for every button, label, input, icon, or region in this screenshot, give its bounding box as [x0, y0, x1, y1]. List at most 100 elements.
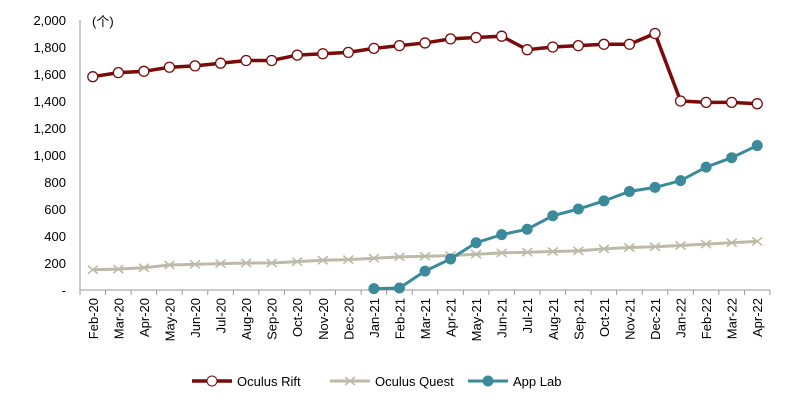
y-tick-label: 200	[44, 256, 66, 271]
legend-marker	[344, 376, 356, 386]
legend-marker	[206, 375, 218, 387]
data-point	[342, 46, 354, 59]
data-point	[240, 54, 252, 67]
data-point	[649, 181, 661, 193]
x-tick-label: Feb-21	[392, 298, 407, 339]
legend-label: App Lab	[513, 374, 561, 389]
y-tick-label: 1,200	[33, 121, 66, 136]
data-point	[470, 31, 482, 44]
data-point	[112, 67, 124, 79]
data-point	[623, 185, 635, 197]
y-tick-label: 1,800	[33, 40, 66, 55]
data-point	[317, 48, 329, 60]
data-point	[470, 249, 482, 259]
data-point	[87, 71, 99, 83]
data-point	[291, 49, 303, 61]
y-tick-label: 1,400	[33, 94, 66, 109]
data-point	[700, 239, 712, 249]
data-point	[521, 44, 533, 56]
y-tick-label: 1,000	[33, 148, 66, 163]
data-point	[393, 252, 405, 262]
x-tick-label: Apr-20	[137, 298, 152, 337]
data-point	[444, 33, 457, 45]
data-point	[521, 223, 533, 235]
x-tick-label: Oct-20	[290, 298, 305, 337]
data-point	[291, 257, 303, 267]
x-tick-label: Dec-21	[648, 298, 663, 340]
data-point	[649, 242, 661, 252]
unit-label: (个)	[92, 14, 114, 29]
data-point	[240, 258, 252, 268]
x-tick-label: Nov-20	[316, 298, 331, 340]
data-point	[598, 244, 610, 254]
data-point	[112, 264, 124, 274]
series-line-app-lab	[373, 144, 758, 291]
x-tick-label: Aug-21	[546, 298, 561, 340]
data-point	[470, 237, 482, 249]
x-tick-label: Jan-22	[674, 298, 689, 338]
data-point	[393, 40, 406, 52]
data-point	[419, 37, 431, 49]
x-tick-label: Oct-21	[597, 298, 612, 337]
x-tick-label: Mar-20	[111, 298, 126, 339]
y-tick-label: 2,000	[33, 13, 66, 28]
x-tick-label: May-20	[162, 298, 177, 341]
x-tick-label: Nov-21	[622, 298, 637, 340]
data-point	[700, 96, 712, 108]
data-point	[751, 98, 763, 110]
x-tick-label: Feb-20	[86, 298, 101, 339]
x-tick-label: Jan-21	[367, 298, 382, 338]
data-point	[547, 246, 559, 257]
data-point	[214, 57, 227, 69]
data-point	[649, 27, 661, 40]
data-point	[189, 259, 201, 269]
legend-label: Oculus Rift	[237, 374, 301, 389]
legend-marker	[482, 375, 494, 387]
x-tick-label: Aug-20	[239, 298, 254, 340]
data-point	[572, 246, 584, 256]
data-point	[189, 60, 201, 72]
x-tick-label: Apr-21	[444, 298, 459, 337]
x-tick-label: Mar-21	[418, 298, 433, 339]
data-point	[393, 282, 405, 294]
data-point	[445, 253, 457, 265]
data-point	[496, 248, 508, 258]
x-tick-label: Sep-20	[265, 298, 280, 340]
x-tick-label: Jul-20	[214, 298, 229, 333]
x-tick-label: Jul-21	[520, 298, 535, 333]
data-point	[342, 255, 354, 265]
y-tick-label: -	[62, 283, 66, 298]
data-point	[572, 203, 584, 215]
y-tick-label: 400	[44, 229, 66, 244]
data-point	[138, 65, 150, 77]
x-tick-label: Apr-22	[750, 298, 765, 337]
data-point	[419, 265, 431, 277]
data-point	[368, 253, 380, 263]
data-point	[726, 152, 738, 164]
data-point	[163, 61, 176, 73]
data-point	[675, 240, 687, 251]
y-tick-label: 600	[44, 202, 66, 217]
legend-label: Oculus Quest	[375, 374, 454, 389]
data-point	[521, 247, 533, 257]
x-tick-label: Jun-21	[495, 298, 510, 338]
data-point	[623, 38, 636, 50]
data-point	[572, 40, 584, 52]
data-point	[751, 236, 763, 247]
data-point	[726, 96, 738, 108]
data-point	[368, 283, 380, 295]
data-point	[496, 30, 508, 42]
data-point	[368, 42, 380, 54]
data-point	[419, 251, 431, 261]
data-point	[215, 259, 227, 269]
x-tick-label: Dec-20	[341, 298, 356, 340]
data-point	[317, 255, 329, 265]
data-point	[163, 260, 175, 270]
data-point	[674, 95, 687, 107]
x-tick-label: Mar-22	[725, 298, 740, 339]
y-tick-label: 1,600	[33, 67, 66, 82]
data-point	[598, 195, 610, 207]
x-tick-label: Jun-20	[188, 298, 203, 338]
x-tick-label: Sep-21	[571, 298, 586, 340]
